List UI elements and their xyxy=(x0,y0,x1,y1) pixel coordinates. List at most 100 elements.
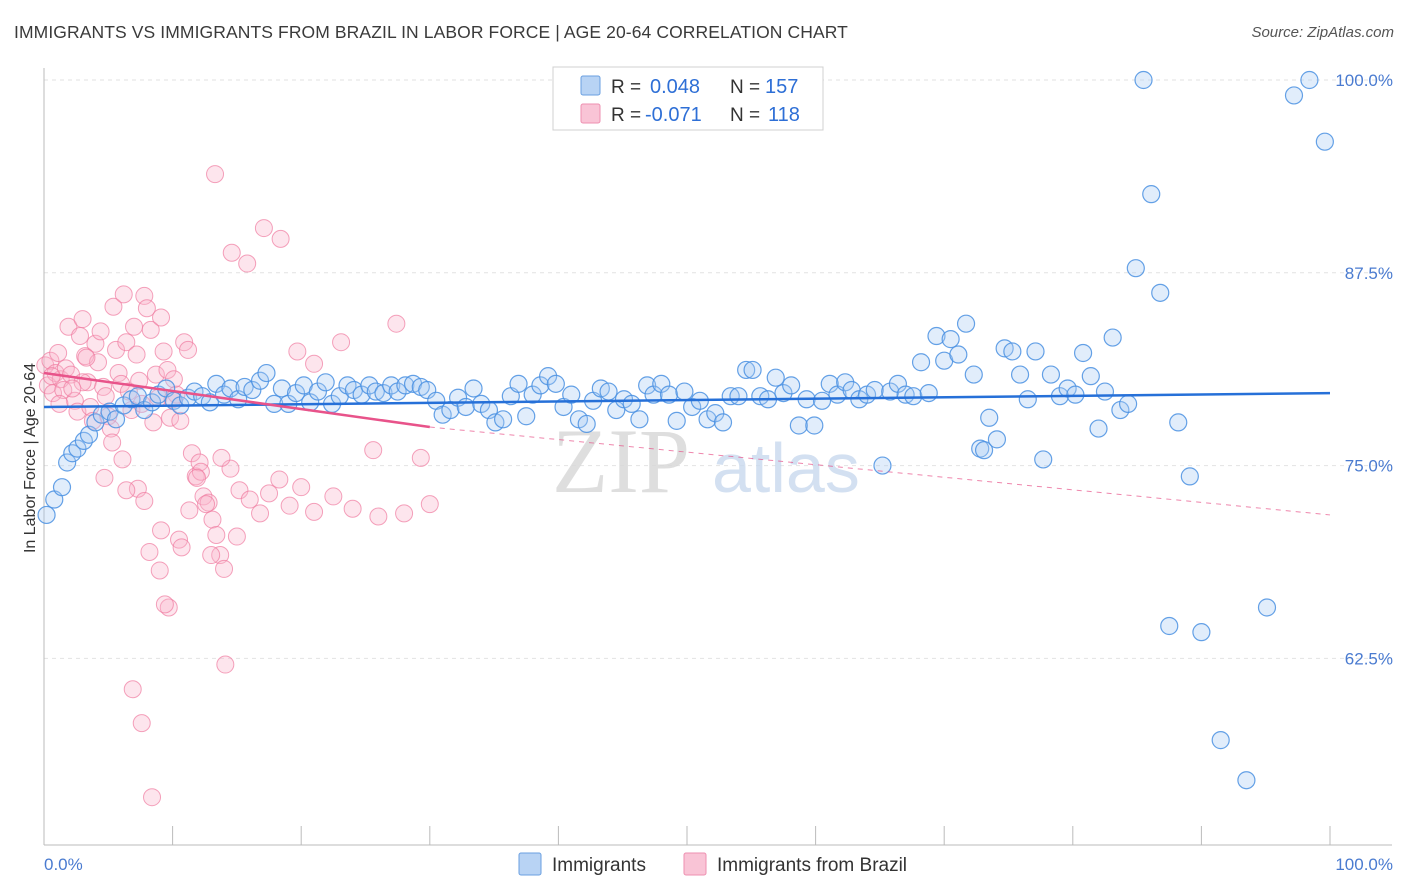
stats-legend: R = 0.048 N = 157 R = -0.071 N = 118 xyxy=(552,66,824,131)
immigrants-point xyxy=(531,376,550,395)
immigrants-point xyxy=(546,374,565,393)
immigrants-point xyxy=(58,453,77,472)
brazil-point xyxy=(179,340,198,359)
brazil-point xyxy=(114,285,133,304)
brazil-point xyxy=(152,521,171,540)
brazil-point xyxy=(202,546,221,565)
watermark-atlas: atlas xyxy=(712,429,860,507)
brazil-point xyxy=(411,448,430,467)
brazil-point xyxy=(117,481,136,500)
legend-n-label-brazil: N = xyxy=(730,105,760,126)
brazil-point xyxy=(96,387,115,406)
immigrants-point xyxy=(737,360,756,380)
brazil-point xyxy=(254,219,273,238)
immigrants-point xyxy=(911,353,931,372)
immigrants-point xyxy=(539,367,558,386)
chart-title: IMMIGRANTS VS IMMIGRANTS FROM BRAZIL IN … xyxy=(14,22,848,42)
brazil-point xyxy=(260,484,279,503)
immigrants-point xyxy=(1010,365,1030,384)
immigrants-point xyxy=(927,326,946,346)
legend-r-value-brazil: -0.071 xyxy=(645,104,702,126)
brazil-point xyxy=(238,254,257,273)
brazil-point xyxy=(135,492,154,511)
immigrants-point xyxy=(257,363,276,383)
x-tick-label-right: 100.0% xyxy=(1335,855,1393,874)
immigrants-point xyxy=(494,410,513,429)
gridlines xyxy=(44,79,1392,659)
brazil-point xyxy=(113,450,132,469)
brazil-point xyxy=(144,413,163,432)
immigrants-point xyxy=(1018,390,1037,409)
brazil-point xyxy=(49,343,68,362)
immigrants-point xyxy=(805,416,824,435)
brazil-point xyxy=(172,538,191,557)
brazil-point xyxy=(152,308,171,327)
immigrants-point xyxy=(659,385,679,404)
immigrants-point xyxy=(577,414,596,434)
brazil-point xyxy=(182,444,201,463)
immigrants-point xyxy=(52,478,72,497)
brazil-point xyxy=(420,495,439,514)
brazil-point xyxy=(305,354,324,373)
brazil-point xyxy=(95,468,114,487)
immigrants-point xyxy=(865,380,884,400)
immigrants-point xyxy=(987,430,1007,449)
immigrants-point xyxy=(1257,598,1277,617)
immigrants-point xyxy=(1300,70,1319,90)
immigrants-point xyxy=(308,382,328,401)
immigrants-point xyxy=(729,387,748,406)
brazil-point xyxy=(324,487,343,506)
immigrants-point xyxy=(1073,343,1093,363)
immigrants-point xyxy=(1142,185,1161,204)
brazil-point xyxy=(203,510,222,529)
immigrants-point xyxy=(622,394,641,413)
immigrants-point xyxy=(1126,259,1145,278)
immigrants-point xyxy=(706,404,725,423)
bottom-legend-swatch-brazil xyxy=(683,852,707,876)
brazil-point xyxy=(127,345,146,364)
legend-n-value-immigrants: 157 xyxy=(765,76,798,98)
series-legend: Immigrants Immigrants from Brazil xyxy=(518,852,907,876)
brazil-point xyxy=(155,595,174,614)
brazil-point xyxy=(288,342,307,361)
brazil-point xyxy=(215,559,234,578)
brazil-point xyxy=(109,364,128,383)
brazil-point xyxy=(123,680,142,699)
legend-n-value-brazil: 118 xyxy=(768,104,800,126)
brazil-point xyxy=(190,453,209,472)
immigrants-point xyxy=(881,382,900,401)
brazil-point xyxy=(154,342,173,361)
immigrants-point xyxy=(1081,367,1100,386)
brazil-point xyxy=(251,504,270,523)
immigrants-point xyxy=(316,373,335,392)
y-tick-labels: 62.5% 75.0% 87.5% 100.0% xyxy=(1335,71,1393,668)
x-ticks xyxy=(43,826,1331,845)
brazil-point xyxy=(158,360,177,379)
immigrants-point xyxy=(1284,86,1304,105)
immigrants-point xyxy=(243,380,262,400)
x-tick-label-left: 0.0% xyxy=(44,855,83,874)
brazil-point xyxy=(140,542,159,561)
immigrants-point xyxy=(1003,342,1022,361)
brazil-point xyxy=(369,507,388,526)
brazil-point xyxy=(137,299,156,318)
immigrants-point xyxy=(1151,283,1170,302)
brazil-point xyxy=(305,502,324,521)
immigrants-point xyxy=(37,505,56,525)
immigrants-point xyxy=(396,376,415,395)
immigrants-point xyxy=(464,379,483,398)
source-note: Source: ZipAtlas.com xyxy=(1251,24,1394,41)
brazil-point xyxy=(227,527,246,546)
immigrants-point xyxy=(456,397,475,417)
immigrants-point xyxy=(1169,413,1188,432)
immigrants-point xyxy=(1034,450,1053,469)
immigrants-point xyxy=(1103,328,1122,347)
brazil-point xyxy=(292,478,311,497)
immigrants-point xyxy=(667,411,686,430)
immigrants-point xyxy=(366,382,385,401)
brazil-trend-extension xyxy=(429,426,1331,516)
immigrants-point xyxy=(774,383,793,403)
bottom-legend-label-immigrants: Immigrants xyxy=(552,855,646,876)
immigrants-point xyxy=(1089,419,1108,438)
brazil-point xyxy=(240,490,259,509)
